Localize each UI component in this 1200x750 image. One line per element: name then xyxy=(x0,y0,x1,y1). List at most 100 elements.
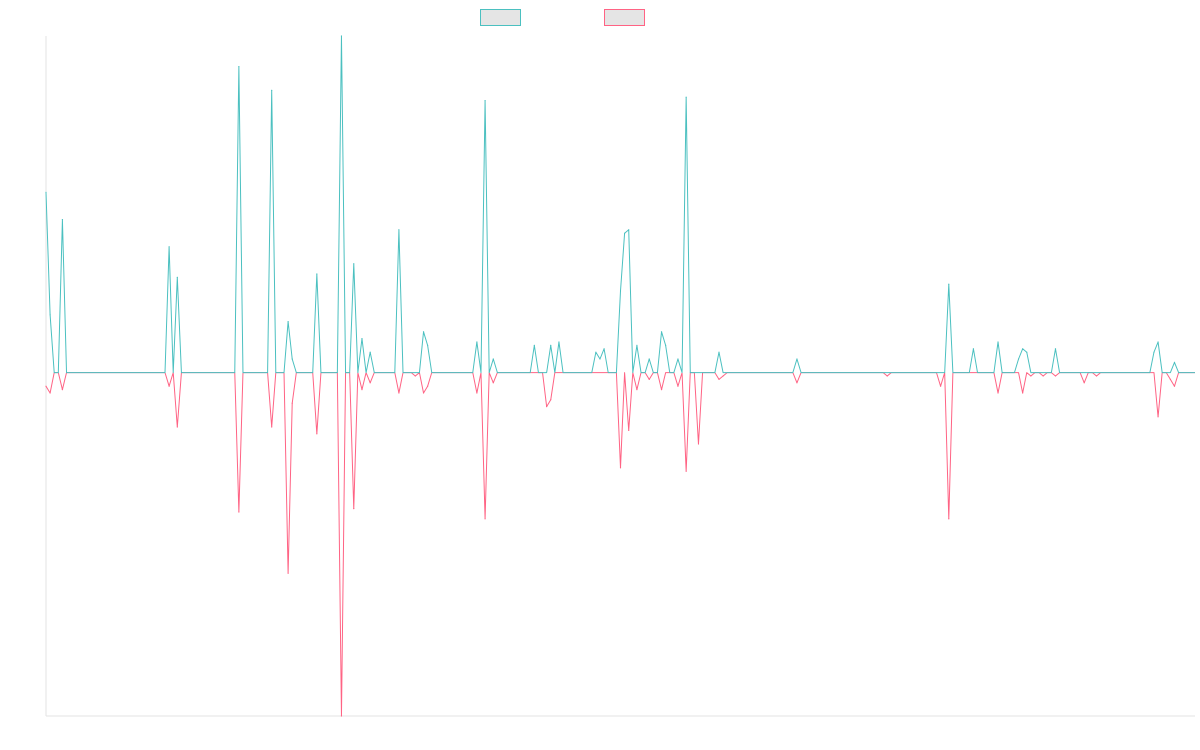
data-point-series-2[interactable] xyxy=(1083,382,1085,384)
data-point-series-1[interactable] xyxy=(619,290,622,292)
data-point-series-1[interactable] xyxy=(718,351,720,353)
data-point-series-1[interactable] xyxy=(316,273,318,275)
data-point-series-1[interactable] xyxy=(168,246,170,248)
data-point-series-2[interactable] xyxy=(1169,378,1171,380)
data-point-series-2[interactable] xyxy=(176,426,178,428)
data-point-series-2[interactable] xyxy=(492,382,494,384)
data-point-series-2[interactable] xyxy=(1030,375,1032,377)
legend-swatch-series-2 xyxy=(604,8,645,26)
data-point-series-1[interactable] xyxy=(624,232,626,234)
data-point-series-1[interactable] xyxy=(1173,361,1176,363)
data-point-series-1[interactable] xyxy=(476,341,478,343)
data-point-series-2[interactable] xyxy=(628,429,630,431)
data-point-series-2[interactable] xyxy=(886,375,888,377)
data-point-series-2[interactable] xyxy=(271,426,273,428)
data-point-series-1[interactable] xyxy=(484,100,486,102)
legend-item-series-1[interactable] xyxy=(480,8,527,26)
data-point-series-2[interactable] xyxy=(697,443,700,445)
data-point-series-1[interactable] xyxy=(287,321,289,323)
data-point-series-2[interactable] xyxy=(660,389,663,391)
legend-swatch-series-1 xyxy=(480,8,521,26)
data-point-series-1[interactable] xyxy=(353,263,355,265)
legend-item-series-2[interactable] xyxy=(604,8,651,26)
data-point-series-1[interactable] xyxy=(49,314,51,316)
data-point-series-1[interactable] xyxy=(422,331,425,333)
data-point-series-2[interactable] xyxy=(1054,375,1057,377)
data-point-series-2[interactable] xyxy=(291,402,293,404)
data-point-series-1[interactable] xyxy=(291,358,293,360)
data-point-series-2[interactable] xyxy=(1157,416,1159,418)
data-point-series-2[interactable] xyxy=(636,389,638,391)
data-point-series-2[interactable] xyxy=(361,389,363,391)
data-point-series-1[interactable] xyxy=(628,229,630,231)
data-point-series-2[interactable] xyxy=(422,392,425,394)
data-point-series-1[interactable] xyxy=(1017,358,1020,360)
data-point-series-2[interactable] xyxy=(997,392,999,394)
data-point-series-2[interactable] xyxy=(546,406,548,408)
data-point-series-1[interactable] xyxy=(238,66,240,68)
data-point-series-2[interactable] xyxy=(316,433,318,435)
data-point-series-1[interactable] xyxy=(427,344,429,346)
data-point-series-2[interactable] xyxy=(677,385,679,387)
data-point-series-2[interactable] xyxy=(61,389,64,391)
data-point-series-2[interactable] xyxy=(619,467,622,469)
data-point-series-1[interactable] xyxy=(595,351,597,353)
data-point-series-1[interactable] xyxy=(176,276,178,278)
data-point-series-1[interactable] xyxy=(1153,351,1155,353)
data-point-series-2[interactable] xyxy=(1173,385,1176,387)
data-point-series-1[interactable] xyxy=(558,341,560,343)
data-point-series-2[interactable] xyxy=(238,511,240,513)
data-point-series-1[interactable] xyxy=(997,341,999,343)
data-point-series-2[interactable] xyxy=(414,375,416,377)
data-point-series-1[interactable] xyxy=(340,35,343,37)
data-point-series-2[interactable] xyxy=(45,385,47,387)
data-point-series-2[interactable] xyxy=(1042,375,1044,377)
data-point-series-2[interactable] xyxy=(939,385,942,387)
data-point-series-2[interactable] xyxy=(340,715,343,717)
data-point-series-2[interactable] xyxy=(722,375,724,377)
data-point-series-1[interactable] xyxy=(398,229,400,231)
data-point-series-1[interactable] xyxy=(492,358,494,360)
data-point-series-1[interactable] xyxy=(648,358,650,360)
data-point-series-1[interactable] xyxy=(1026,351,1028,353)
data-point-series-2[interactable] xyxy=(648,378,650,380)
data-point-series-1[interactable] xyxy=(361,338,363,340)
data-point-series-2[interactable] xyxy=(287,572,289,574)
data-point-series-2[interactable] xyxy=(550,399,552,401)
data-point-series-2[interactable] xyxy=(685,470,687,472)
legend xyxy=(0,8,1200,27)
data-point-series-1[interactable] xyxy=(533,344,535,346)
data-point-series-1[interactable] xyxy=(636,344,638,346)
data-point-series-1[interactable] xyxy=(603,348,605,350)
data-point-series-2[interactable] xyxy=(484,518,486,520)
data-point-series-2[interactable] xyxy=(427,385,429,387)
data-point-series-1[interactable] xyxy=(1054,348,1057,350)
data-point-series-1[interactable] xyxy=(948,283,950,285)
data-point-series-1[interactable] xyxy=(685,96,687,98)
data-point-series-1[interactable] xyxy=(599,358,601,360)
data-point-series-1[interactable] xyxy=(45,191,47,193)
data-point-series-1[interactable] xyxy=(1022,348,1024,350)
data-point-series-2[interactable] xyxy=(369,382,371,384)
data-point-series-2[interactable] xyxy=(1095,375,1098,377)
data-point-series-1[interactable] xyxy=(972,348,975,350)
data-point-series-2[interactable] xyxy=(948,518,950,520)
data-point-series-2[interactable] xyxy=(1022,392,1024,394)
data-point-series-2[interactable] xyxy=(796,382,798,384)
data-point-series-2[interactable] xyxy=(476,392,478,394)
data-point-series-2[interactable] xyxy=(718,378,720,380)
data-point-series-1[interactable] xyxy=(550,344,552,346)
data-point-series-2[interactable] xyxy=(49,392,51,394)
data-point-series-2[interactable] xyxy=(353,508,355,510)
data-point-series-1[interactable] xyxy=(369,351,371,353)
data-point-series-1[interactable] xyxy=(665,344,667,346)
data-point-series-1[interactable] xyxy=(271,89,273,91)
data-point-series-1[interactable] xyxy=(796,358,798,360)
data-point-series-2[interactable] xyxy=(398,392,400,394)
data-point-series-1[interactable] xyxy=(61,219,64,221)
data-point-series-1[interactable] xyxy=(1157,341,1159,343)
data-point-series-1[interactable] xyxy=(660,331,663,333)
data-point-series-2[interactable] xyxy=(168,385,170,387)
data-point-series-1[interactable] xyxy=(677,358,679,360)
